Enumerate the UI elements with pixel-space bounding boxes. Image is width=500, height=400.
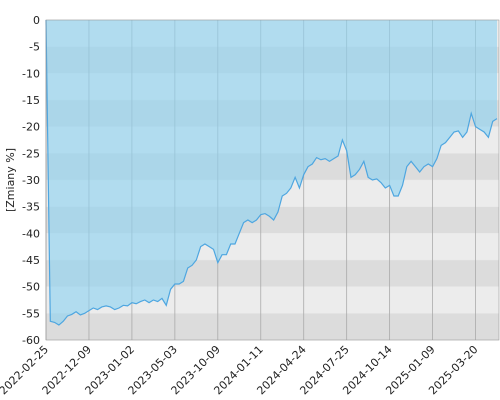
area [46, 20, 497, 326]
y-tick-label: -55 [22, 307, 40, 320]
y-tick-label: 0 [33, 14, 40, 27]
y-tick-label: -45 [22, 254, 40, 267]
y-tick-label: -15 [22, 94, 40, 107]
y-tick-label: -60 [22, 334, 40, 347]
y-tick-label: -35 [22, 201, 40, 214]
y-tick-label: -5 [29, 41, 40, 54]
grid-band [46, 313, 499, 340]
y-axis-label: [Zmiany %] [4, 148, 17, 212]
y-tick-label: -25 [22, 147, 40, 160]
y-tick-label: -30 [22, 174, 40, 187]
y-tick-label: -40 [22, 227, 40, 240]
y-tick-label: -50 [22, 281, 40, 294]
y-tick-label: -10 [22, 67, 40, 80]
y-tick-label: -20 [22, 121, 40, 134]
plot-frame [45, 19, 500, 341]
line [45, 19, 498, 326]
